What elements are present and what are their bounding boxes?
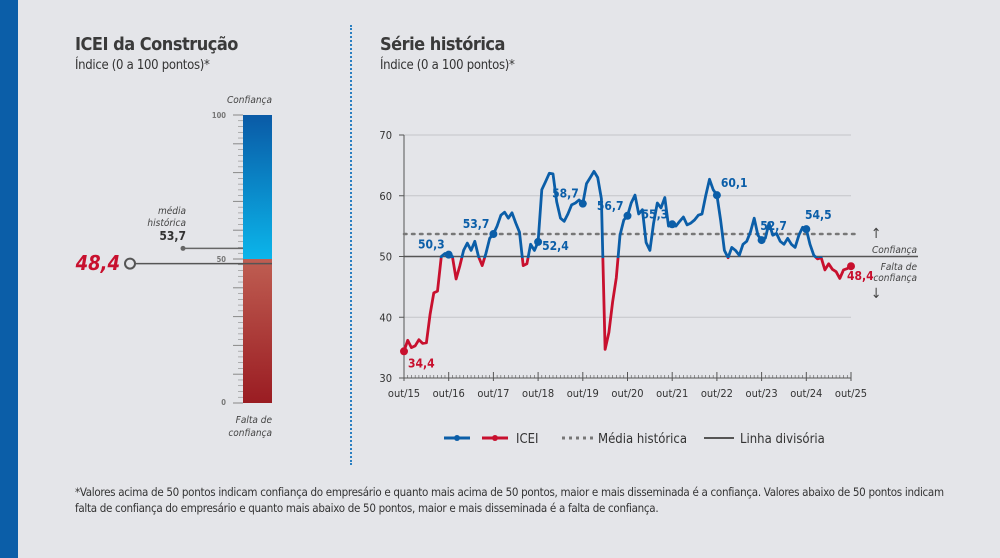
current-marker-circle — [124, 257, 136, 270]
data-point — [623, 211, 632, 220]
legend-dot-below — [492, 435, 498, 441]
data-label: 52,7 — [760, 219, 787, 233]
data-point — [802, 225, 811, 234]
data-label: 53,7 — [463, 217, 490, 231]
arrow-down-icon: ↓ — [871, 286, 882, 302]
no-confidence-zone — [243, 259, 272, 403]
data-label: 60,1 — [721, 176, 748, 190]
data-point — [489, 230, 498, 239]
x-tick-label: out/17 — [477, 387, 509, 400]
confidence-zone — [243, 115, 272, 259]
y-tick-label: 40 — [379, 311, 392, 324]
mean-label-1: média — [158, 205, 186, 217]
legend-divider-label: Linha divisória — [740, 432, 825, 447]
x-tick-label: out/20 — [611, 387, 643, 400]
data-point — [534, 237, 543, 246]
arrow-up-icon: ↑ — [871, 226, 882, 242]
data-label: 58,7 — [552, 187, 579, 201]
zone-label-below-1: Falta de — [881, 262, 918, 273]
current-value: 48,4 — [75, 251, 120, 275]
gauge-title: ICEI da Construção — [75, 34, 238, 55]
gauge-tick-0: 0 — [221, 398, 226, 407]
gauge-tick-50: 50 — [217, 255, 227, 264]
data-label: 54,5 — [805, 208, 832, 222]
legend-dot-above — [454, 435, 460, 441]
data-point — [400, 347, 408, 356]
data-label: 56,7 — [597, 199, 624, 213]
data-label: 52,4 — [542, 239, 569, 253]
line-chart: 30 40 50 60 70 out/15 out/16 out/17 out/18 out/19… — [379, 129, 918, 400]
x-tick-label: out/23 — [746, 387, 778, 400]
x-tick-label: out/24 — [790, 387, 822, 400]
chart-subtitle: Índice (0 a 100 pontos)* — [380, 58, 515, 73]
mean-marker-dot — [180, 245, 186, 251]
x-tick-label: out/16 — [433, 387, 465, 400]
x-tick-label: out/18 — [522, 387, 554, 400]
x-tick-label: out/15 — [388, 387, 420, 400]
gauge: Confiança 100 50 0 Falta de confiança mé… — [75, 95, 273, 439]
series-line-above — [439, 169, 823, 258]
x-tick-label: out/22 — [701, 387, 733, 400]
y-tick-label: 30 — [379, 372, 392, 385]
data-point — [757, 236, 766, 245]
y-tick-label: 70 — [379, 129, 392, 142]
legend-series-label: ICEI — [516, 432, 538, 447]
mean-label-2: histórica — [147, 217, 186, 229]
data-label: 55,3 — [642, 207, 669, 221]
data-point — [578, 199, 587, 208]
gauge-subtitle: Índice (0 a 100 pontos)* — [75, 58, 210, 73]
data-point — [444, 250, 453, 259]
legend-mean-label: Média histórica — [598, 432, 687, 447]
data-point — [847, 262, 855, 271]
gauge-bottom-label-2: confiança — [228, 428, 272, 439]
x-tick-label: out/21 — [656, 387, 688, 400]
data-point — [712, 191, 721, 200]
chart-title: Série histórica — [380, 34, 505, 55]
x-tick-label: out/25 — [835, 387, 867, 400]
y-tick-label: 50 — [379, 251, 392, 264]
legend: ICEI Média histórica Linha divisória — [444, 432, 825, 447]
mean-value: 53,7 — [159, 229, 186, 243]
data-label: 48,4 — [847, 269, 874, 283]
zone-label-below-2: confiança — [873, 273, 917, 284]
series-line-below — [402, 258, 852, 352]
data-label: 50,3 — [418, 238, 445, 252]
footnote: *Valores acima de 50 pontos indicam conf… — [75, 485, 944, 515]
data-label: 34,4 — [408, 356, 435, 370]
zone-label-above: Confiança — [872, 245, 917, 256]
y-tick-label: 60 — [379, 190, 392, 203]
gauge-tick-100: 100 — [212, 111, 226, 120]
x-tick-label: out/19 — [567, 387, 599, 400]
gauge-top-label: Confiança — [227, 95, 272, 106]
gauge-bottom-label-1: Falta de — [236, 415, 273, 426]
data-point — [668, 220, 677, 229]
section-divider — [350, 25, 352, 465]
brand-strip — [0, 0, 18, 558]
